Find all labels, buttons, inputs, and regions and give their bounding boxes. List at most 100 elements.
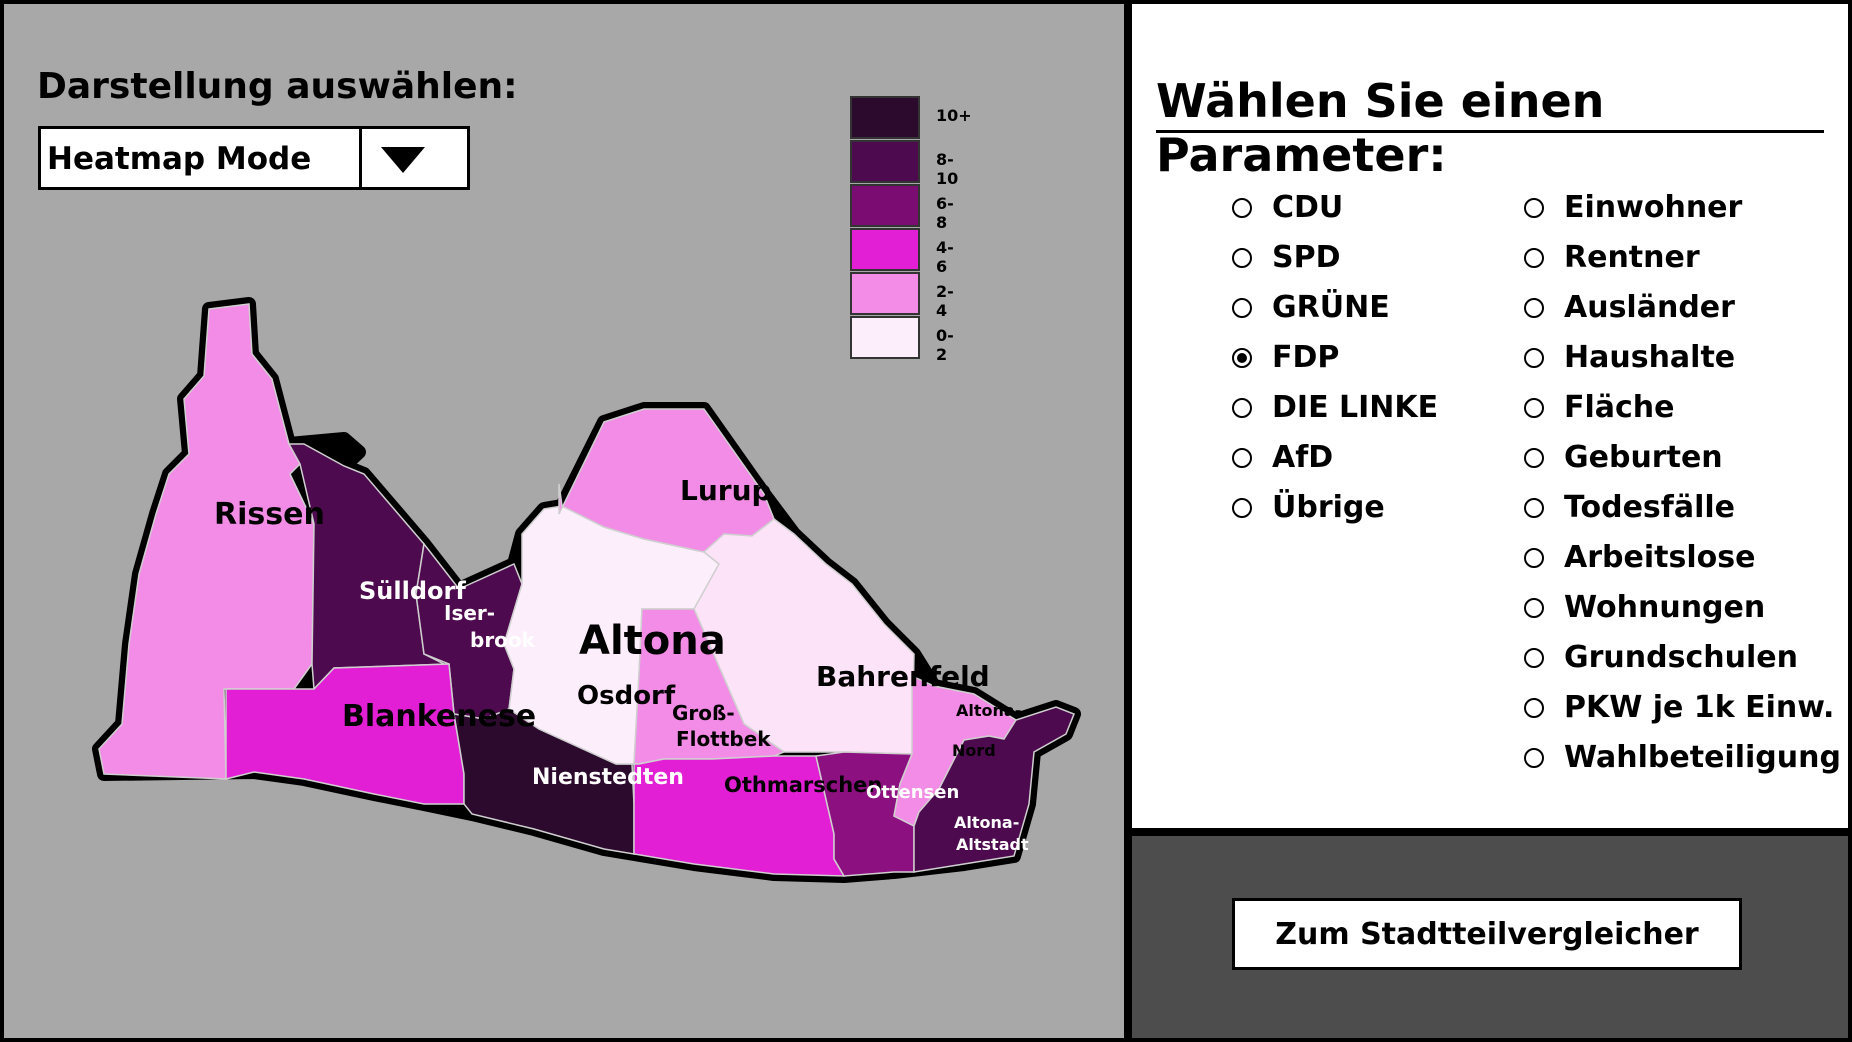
legend-label: 6-8 [936, 194, 954, 232]
district-label: Iser- [444, 601, 495, 625]
legend-swatch [850, 140, 920, 183]
district-label: Nord [952, 741, 996, 760]
param-option-label: Einwohner [1564, 190, 1743, 225]
param-option-label: Rentner [1564, 240, 1700, 275]
param-option-right-0[interactable]: Einwohner [1524, 190, 1742, 225]
radio-unchecked-icon[interactable] [1232, 497, 1252, 518]
param-option-label: Wahlbeteiligung [1564, 740, 1841, 775]
title-underline [1156, 130, 1824, 133]
dropdown-divider [359, 129, 362, 187]
district-compare-button[interactable]: Zum Stadtteilvergleicher [1232, 898, 1742, 970]
district-4[interactable] [453, 708, 635, 855]
district-12[interactable] [913, 706, 1075, 873]
param-option-right-2[interactable]: Ausländer [1524, 290, 1735, 325]
param-option-left-3[interactable]: FDP [1232, 340, 1339, 375]
district-label: brook [470, 628, 536, 652]
district-label: Othmarschen [724, 773, 882, 797]
district-label: Altstadt [956, 835, 1029, 854]
legend-label: 10+ [936, 106, 972, 125]
radio-unchecked-icon[interactable] [1524, 597, 1544, 618]
triangle-down-icon[interactable] [381, 147, 425, 173]
district-label: Nienstedten [532, 765, 684, 790]
district-0[interactable] [98, 303, 315, 780]
radio-unchecked-icon[interactable] [1524, 347, 1544, 368]
param-option-right-7[interactable]: Arbeitslose [1524, 540, 1755, 575]
legend-swatch [850, 228, 920, 271]
district-label: Sülldorf [359, 577, 466, 605]
param-option-label: AfD [1272, 440, 1334, 475]
mode-selected-value: Heatmap Mode [47, 141, 312, 177]
param-option-right-9[interactable]: Grundschulen [1524, 640, 1798, 675]
param-option-right-4[interactable]: Fläche [1524, 390, 1675, 425]
param-option-label: Übrige [1272, 490, 1385, 525]
radio-unchecked-icon[interactable] [1524, 547, 1544, 568]
param-option-left-6[interactable]: Übrige [1232, 490, 1385, 525]
radio-unchecked-icon[interactable] [1524, 297, 1544, 318]
param-option-label: CDU [1272, 190, 1344, 225]
param-option-right-5[interactable]: Geburten [1524, 440, 1723, 475]
legend-swatch [850, 184, 920, 227]
param-option-right-3[interactable]: Haushalte [1524, 340, 1735, 375]
param-option-label: Geburten [1564, 440, 1723, 475]
bottom-panel: Zum Stadtteilvergleicher [1132, 836, 1848, 1038]
map-title: Altona [579, 618, 726, 664]
radio-unchecked-icon[interactable] [1524, 447, 1544, 468]
legend-label: 2-4 [936, 282, 954, 320]
district-label: Altona- [954, 813, 1019, 832]
legend-swatch [850, 316, 920, 359]
param-option-label: Ausländer [1564, 290, 1735, 325]
district-label: Groß- [672, 701, 735, 725]
district-label: Bahrenfeld [816, 660, 990, 693]
param-option-label: Wohnungen [1564, 590, 1766, 625]
legend-swatch [850, 272, 920, 315]
param-option-label: Haushalte [1564, 340, 1736, 375]
district-label: Rissen [214, 497, 325, 532]
legend-label: 4-6 [936, 238, 954, 276]
legend-swatch [850, 96, 920, 139]
param-option-right-6[interactable]: Todesfälle [1524, 490, 1735, 525]
radio-unchecked-icon[interactable] [1232, 397, 1252, 418]
radio-unchecked-icon[interactable] [1524, 197, 1544, 218]
radio-unchecked-icon[interactable] [1232, 297, 1252, 318]
mode-dropdown[interactable]: Heatmap Mode [38, 126, 470, 190]
param-option-label: Todesfälle [1564, 490, 1735, 525]
parameter-panel: Wählen Sie einen Parameter: CDU SPD GRÜNE F… [1132, 4, 1848, 828]
district-label: Ottensen [866, 782, 959, 803]
district-label: Osdorf [577, 681, 676, 711]
radio-unchecked-icon[interactable] [1232, 197, 1252, 218]
param-option-left-4[interactable]: DIE LINKE [1232, 390, 1438, 425]
param-option-label: FDP [1272, 340, 1340, 375]
radio-unchecked-icon[interactable] [1524, 497, 1544, 518]
param-option-label: Arbeitslose [1564, 540, 1756, 575]
parameter-title: Wählen Sie einen Parameter: [1156, 74, 1605, 182]
radio-unchecked-icon[interactable] [1232, 247, 1252, 268]
param-option-label: SPD [1272, 240, 1341, 275]
param-option-label: PKW je 1k Einw. [1564, 690, 1835, 725]
param-option-left-0[interactable]: CDU [1232, 190, 1343, 225]
param-option-label: GRÜNE [1272, 290, 1390, 325]
param-option-left-5[interactable]: AfD [1232, 440, 1333, 475]
legend-label: 8-10 [936, 150, 959, 188]
param-option-right-10[interactable]: PKW je 1k Einw. [1524, 690, 1834, 725]
param-option-left-2[interactable]: GRÜNE [1232, 290, 1390, 325]
param-option-right-8[interactable]: Wohnungen [1524, 590, 1765, 625]
mode-label: Darstellung auswählen: [37, 66, 518, 107]
legend-label: 0-2 [936, 326, 954, 364]
district-label: Flottbek [676, 727, 771, 751]
district-label: Altona- [956, 701, 1021, 720]
param-option-label: Fläche [1564, 390, 1675, 425]
radio-unchecked-icon[interactable] [1232, 447, 1252, 468]
param-option-label: DIE LINKE [1272, 390, 1439, 425]
param-option-right-1[interactable]: Rentner [1524, 240, 1700, 275]
radio-unchecked-icon[interactable] [1524, 247, 1544, 268]
radio-unchecked-icon[interactable] [1524, 397, 1544, 418]
district-label: Lurup [680, 474, 772, 507]
map-panel: Darstellung auswählen: Heatmap Mode 10+ 8… [4, 4, 1124, 1038]
radio-unchecked-icon[interactable] [1524, 747, 1544, 768]
param-option-left-1[interactable]: SPD [1232, 240, 1341, 275]
radio-unchecked-icon[interactable] [1524, 697, 1544, 718]
radio-unchecked-icon[interactable] [1524, 647, 1544, 668]
param-option-right-11[interactable]: Wahlbeteiligung [1524, 740, 1841, 775]
radio-checked-icon[interactable] [1232, 347, 1252, 368]
